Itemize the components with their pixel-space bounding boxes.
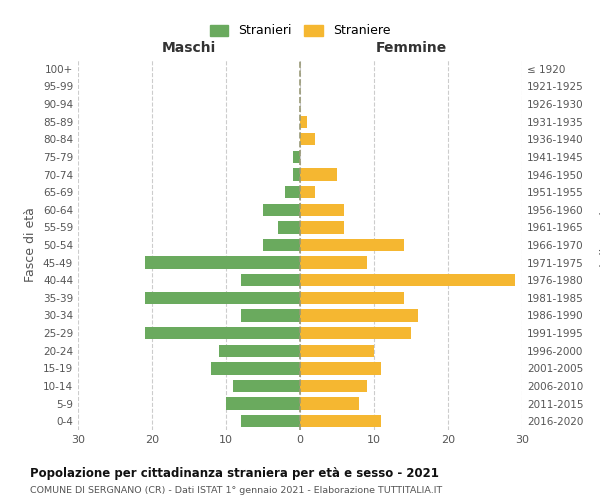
Bar [218, 344, 300, 357]
Bar [241, 415, 300, 428]
Bar [300, 398, 359, 409]
Bar [285, 186, 300, 198]
Bar [233, 380, 300, 392]
Bar [145, 292, 300, 304]
Bar [300, 327, 411, 340]
Bar [300, 310, 418, 322]
Bar [300, 380, 367, 392]
Bar [300, 204, 344, 216]
Bar [300, 292, 404, 304]
Bar [300, 344, 374, 357]
Text: Maschi: Maschi [162, 40, 216, 54]
Bar [300, 274, 515, 286]
Bar [278, 221, 300, 234]
Bar [300, 168, 337, 180]
Bar [211, 362, 300, 374]
Bar [226, 398, 300, 409]
Text: Popolazione per cittadinanza straniera per età e sesso - 2021: Popolazione per cittadinanza straniera p… [30, 468, 439, 480]
Bar [300, 362, 382, 374]
Bar [300, 256, 367, 269]
Legend: Stranieri, Straniere: Stranieri, Straniere [203, 18, 397, 44]
Bar [300, 133, 315, 145]
Bar [263, 204, 300, 216]
Bar [293, 168, 300, 180]
Bar [300, 116, 307, 128]
Bar [300, 239, 404, 251]
Y-axis label: Fasce di età: Fasce di età [25, 208, 37, 282]
Bar [263, 239, 300, 251]
Bar [300, 221, 344, 234]
Bar [241, 310, 300, 322]
Text: COMUNE DI SERGNANO (CR) - Dati ISTAT 1° gennaio 2021 - Elaborazione TUTTITALIA.I: COMUNE DI SERGNANO (CR) - Dati ISTAT 1° … [30, 486, 442, 495]
Bar [145, 256, 300, 269]
Bar [241, 274, 300, 286]
Bar [293, 150, 300, 163]
Bar [300, 415, 382, 428]
Bar [145, 327, 300, 340]
Text: Femmine: Femmine [376, 40, 446, 54]
Bar [300, 186, 315, 198]
